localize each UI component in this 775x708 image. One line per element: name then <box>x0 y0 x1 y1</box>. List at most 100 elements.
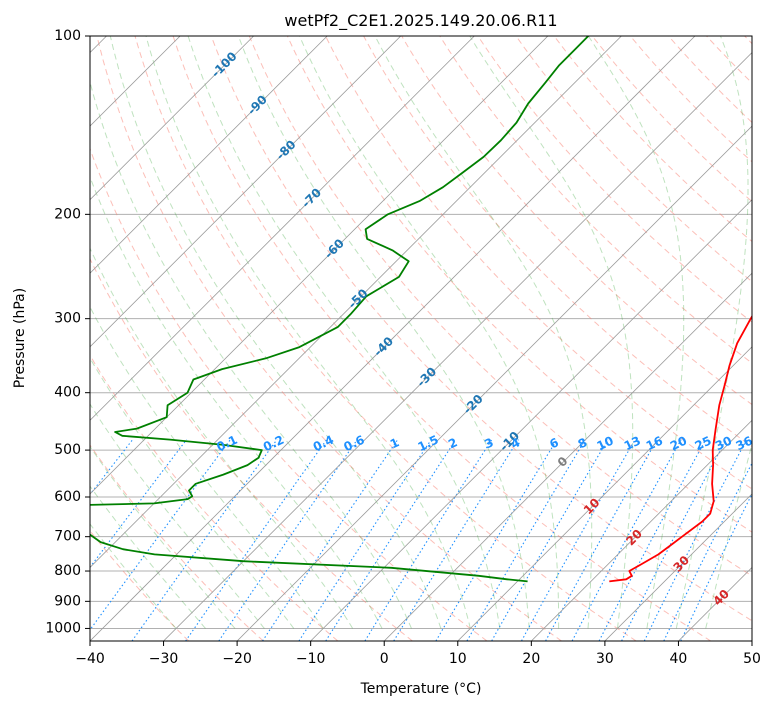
x-tick-label: 30 <box>596 651 614 667</box>
mixing-ratio-line <box>598 439 707 641</box>
dry-adiabat <box>96 36 562 641</box>
grid-lines <box>90 36 752 629</box>
moist-adiabat <box>90 247 354 629</box>
mixing-ratio-line <box>393 439 519 641</box>
mixing-ratio-label: 3 <box>482 435 495 451</box>
y-tick-label: 600 <box>54 489 81 505</box>
dry-adiabat <box>668 36 752 124</box>
mixing-ratio-label: 1.5 <box>416 433 441 455</box>
y-tick-label: 400 <box>54 385 81 401</box>
mixing-ratio-label: 13 <box>622 434 643 454</box>
moist-adiabat <box>109 36 442 629</box>
dry-adiabats <box>90 36 752 641</box>
moist-adiabat <box>299 36 560 629</box>
mixing-ratio-line <box>663 462 752 641</box>
mixing-ratio-line <box>185 439 328 641</box>
dry-adiabat <box>286 36 752 533</box>
moist-adiabat <box>90 306 324 629</box>
dry-adiabat <box>90 257 413 641</box>
isotherm-line <box>90 36 475 421</box>
moist-adiabat <box>237 36 530 629</box>
mixing-ratio-label: 10 <box>595 434 616 454</box>
dry-adiabat <box>210 36 752 622</box>
y-tick-label: 800 <box>54 563 81 579</box>
y-tick-label: 900 <box>54 593 81 609</box>
mixing-ratio-line <box>90 439 231 631</box>
mixing-ratio-label: 6 <box>547 435 560 451</box>
moist-adiabats <box>90 36 752 629</box>
moist-adiabat <box>469 36 634 629</box>
mixing-ratio-line <box>435 439 558 641</box>
x-tick-label: −30 <box>149 651 179 667</box>
isotherm-line <box>90 36 254 201</box>
x-tick-label: 40 <box>670 651 688 667</box>
moist-adiabat <box>90 445 236 629</box>
y-tick-label: 1000 <box>45 620 81 636</box>
y-axis-label: Pressure (hPa) <box>12 288 28 388</box>
x-tick-label: −20 <box>222 651 252 667</box>
moist-adiabat <box>705 441 752 629</box>
moist-adiabat <box>374 36 593 629</box>
isotherm-line <box>163 51 752 641</box>
isotherm-label: 40 <box>710 587 732 609</box>
isotherm-line <box>678 566 752 641</box>
isotherm-line <box>457 346 752 641</box>
mixing-ratio-line <box>325 439 457 641</box>
moist-adiabat <box>675 36 749 629</box>
moist-adiabat <box>90 80 412 629</box>
dry-adiabat <box>477 36 752 323</box>
mixing-ratio-line <box>262 439 399 641</box>
moist-adiabat <box>187 36 501 629</box>
moist-adiabat <box>90 485 206 629</box>
mixing-ratio-line <box>643 439 748 641</box>
isotherm-label: -90 <box>245 92 270 117</box>
isotherm-label: -50 <box>345 286 370 311</box>
mixing-ratio-label: 0.6 <box>342 433 367 455</box>
isotherm-line <box>90 36 622 569</box>
mixing-ratio-label: 20 <box>668 434 689 454</box>
x-tick-label: 0 <box>380 651 389 667</box>
mixing-ratio-label: 25 <box>693 434 714 454</box>
isotherm-line <box>531 419 752 641</box>
moist-adiabat <box>90 523 177 629</box>
isotherms <box>90 36 752 641</box>
mixing-ratio-line <box>218 439 358 641</box>
isotherm-label: -30 <box>414 364 439 389</box>
mixing-ratio-label: 2 <box>446 435 459 451</box>
profile-series <box>90 36 752 583</box>
moist-adiabat <box>587 36 685 629</box>
mixing-ratio-line <box>545 439 658 641</box>
isotherm-label: -70 <box>299 185 324 210</box>
y-tick-label: 700 <box>54 529 81 545</box>
mixing-ratio-label: 1 <box>388 435 401 451</box>
chart-title: wetPf2_C2E1.2025.149.20.06.R11 <box>284 11 557 31</box>
dewpoint-profile-line <box>90 36 589 583</box>
y-tick-label: 200 <box>54 206 81 222</box>
mixing-ratio-label: 36 <box>734 434 755 454</box>
mixing-ratio-lines <box>90 439 752 641</box>
mixing-ratio-label: 30 <box>713 434 734 454</box>
isotherm-line <box>90 36 696 641</box>
dry-adiabat <box>134 36 637 641</box>
isotherm-label: -40 <box>371 334 396 359</box>
dry-adiabat <box>744 36 752 45</box>
isotherm-line <box>604 493 752 641</box>
y-tick-label: 500 <box>54 442 81 458</box>
isotherm-label: -80 <box>273 137 298 162</box>
y-tick-label: 100 <box>54 28 81 44</box>
x-tick-label: 10 <box>449 651 467 667</box>
mixing-ratio-line <box>571 439 682 641</box>
dry-adiabat <box>325 36 752 490</box>
mixing-ratio-line <box>521 439 636 641</box>
isotherm-line <box>90 36 402 348</box>
mixing-ratio-line <box>131 439 278 641</box>
isotherm-line <box>236 125 752 641</box>
isotherm-line <box>751 640 752 641</box>
mixing-ratio-label: 0.4 <box>311 433 336 455</box>
dry-adiabat <box>248 36 752 577</box>
dry-adiabat <box>90 444 264 641</box>
isotherm-line <box>383 272 752 641</box>
dry-adiabat <box>172 36 712 641</box>
temperature-profile-line <box>609 314 752 583</box>
